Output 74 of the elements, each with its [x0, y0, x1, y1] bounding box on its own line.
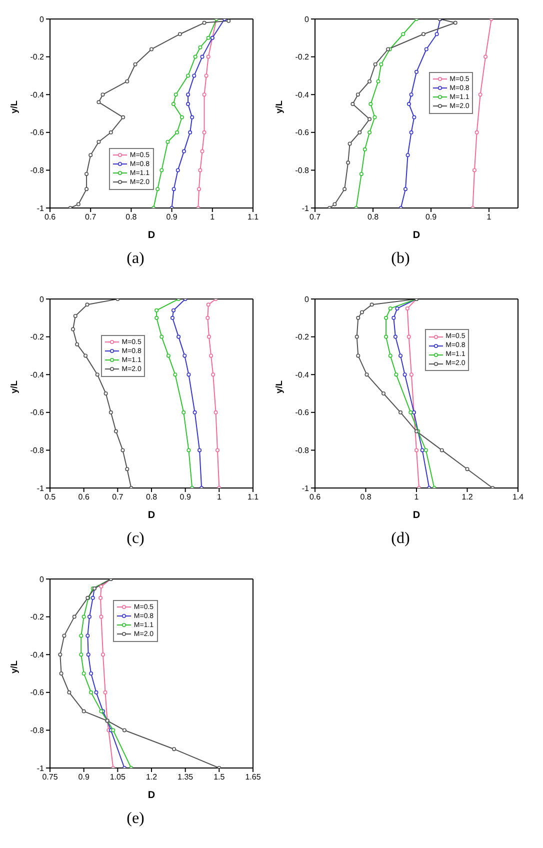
x-tick-label: 1.35	[178, 772, 194, 782]
x-tick-label: 1	[210, 212, 216, 222]
x-tick-label: 0.75	[42, 772, 58, 782]
x-tick-label: 1.1	[247, 212, 260, 222]
x-tick-label: 1	[486, 212, 492, 222]
y-tick-label: -0.2	[295, 332, 310, 342]
x-tick-label: 0.6	[309, 492, 322, 502]
text: (d)	[390, 530, 411, 548]
x-tick-label: 0.8	[360, 492, 372, 502]
x-tick-label: 1.1	[247, 492, 260, 502]
y-tick-label: 0	[304, 294, 310, 304]
y-axis-title: y/L	[9, 100, 20, 114]
y-tick-label: -1	[302, 204, 310, 213]
x-tick-label: 1.2	[146, 772, 158, 782]
text: (b)	[390, 250, 411, 268]
x-tick-label: 0.9	[78, 772, 90, 782]
y-tick-label: -0.4	[30, 370, 45, 380]
x-tick-label: 0.5	[44, 492, 56, 502]
y-tick-label: -1	[302, 484, 310, 493]
y-tick-label: -1	[36, 484, 45, 493]
y-tick-label: 0	[304, 14, 310, 24]
y-tick-label: -0.2	[30, 612, 45, 622]
y-tick-label: -0.8	[30, 726, 45, 736]
y-tick-label: -0.8	[30, 166, 45, 176]
x-tick-label: 0.8	[126, 212, 138, 222]
y-tick-label: 0	[40, 14, 45, 24]
y-axis-title: y/L	[274, 100, 284, 114]
x-tick-label: 0.8	[146, 492, 158, 502]
text: (a)	[126, 250, 146, 268]
y-tick-label: -0.2	[30, 52, 45, 62]
y-tick-label: 0	[40, 294, 45, 304]
x-tick-label: 1.65	[245, 772, 262, 782]
x-tick-label: 0.7	[309, 212, 322, 222]
x-tick-label: 0.9	[425, 212, 438, 222]
x-tick-label: 0.6	[78, 492, 90, 502]
x-axis-title: D	[412, 510, 420, 521]
x-axis-title: D	[148, 790, 156, 801]
y-tick-label: -0.6	[30, 688, 45, 698]
y-tick-label: -0.6	[295, 128, 310, 138]
y-tick-label: -0.4	[295, 90, 310, 100]
text: (c)	[126, 530, 146, 548]
y-tick-label: 0	[40, 574, 45, 584]
y-tick-label: -0.8	[30, 446, 45, 456]
y-tick-label: -0.8	[295, 446, 310, 456]
x-tick-label: 1.4	[512, 492, 524, 502]
x-tick-label: 1	[414, 492, 420, 502]
x-axis-title: D	[148, 510, 156, 521]
y-tick-label: -0.2	[30, 332, 45, 342]
y-tick-label: -0.4	[295, 370, 310, 380]
x-axis-title: D	[148, 230, 156, 241]
y-axis-title: y/L	[9, 380, 20, 394]
y-tick-label: -0.8	[295, 166, 310, 176]
y-tick-label: -0.4	[30, 90, 45, 100]
x-tick-label: 0.7	[112, 492, 124, 502]
y-axis-title: y/L	[9, 660, 20, 674]
x-tick-label: 0.8	[367, 212, 380, 222]
y-tick-label: -0.4	[30, 650, 45, 660]
y-tick-label: -0.6	[30, 408, 45, 418]
x-tick-label: 0.9	[180, 492, 192, 502]
y-axis-title: y/L	[274, 380, 284, 394]
y-tick-label: -0.6	[295, 408, 310, 418]
x-tick-label: 1	[216, 492, 222, 502]
y-tick-label: -1	[36, 204, 45, 213]
y-tick-label: -0.2	[295, 52, 310, 62]
text: (e)	[126, 810, 146, 828]
y-tick-label: -0.6	[30, 128, 45, 138]
y-tick-label: -1	[36, 764, 45, 773]
x-tick-label: 1.5	[214, 772, 226, 782]
x-tick-label: 0.9	[166, 212, 178, 222]
x-tick-label: 1.2	[462, 492, 474, 502]
x-tick-label: 0.6	[44, 212, 56, 222]
x-tick-label: 1.05	[110, 772, 126, 782]
x-axis-title: D	[412, 230, 420, 241]
x-tick-label: 0.7	[85, 212, 97, 222]
